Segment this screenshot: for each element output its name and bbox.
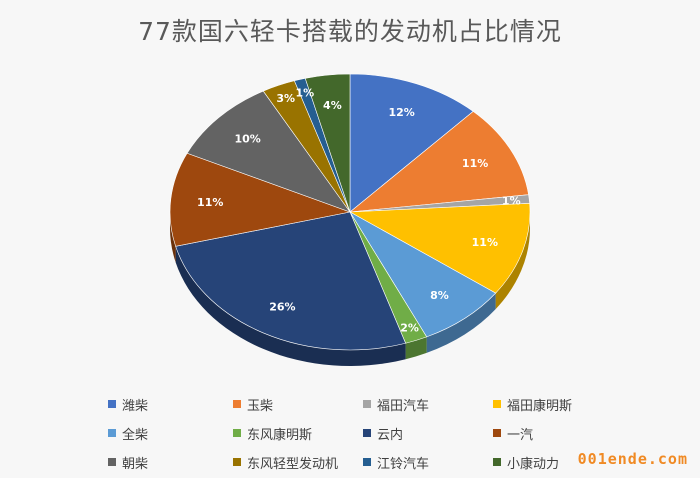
legend-swatch-8 xyxy=(108,458,116,466)
legend-item-7: 一汽 xyxy=(493,424,623,443)
legend-label-8: 朝柴 xyxy=(122,456,149,472)
legend-label-11: 小康动力 xyxy=(507,456,560,472)
legend-item-3: 福田康明斯 xyxy=(493,395,623,414)
legend-swatch-7 xyxy=(493,429,501,437)
legend-label-9: 东风轻型发动机 xyxy=(247,456,339,472)
pie-slice-7 xyxy=(169,152,352,247)
legend-label-7: 一汽 xyxy=(507,427,534,443)
slice-label-8: 10% xyxy=(234,132,260,145)
legend-label-2: 福田汽车 xyxy=(377,398,430,414)
pie-slice-1 xyxy=(349,111,529,213)
pie-slice-11 xyxy=(304,73,351,213)
legend-item-6: 云内 xyxy=(363,424,493,443)
chart-title: 77款国六轻卡搭载的发动机占比情况 xyxy=(138,17,562,46)
pie-side-3 xyxy=(495,212,530,310)
slice-label-7: 11% xyxy=(197,196,223,209)
legend-label-4: 全柴 xyxy=(122,427,149,443)
legend-swatch-5 xyxy=(233,429,241,437)
legend-item-10: 江铃汽车 xyxy=(363,453,493,472)
slice-label-6: 26% xyxy=(269,300,295,313)
legend-swatch-2 xyxy=(363,400,371,408)
pie-slice-0 xyxy=(349,73,474,213)
legend-label-10: 江铃汽车 xyxy=(377,456,430,472)
slice-label-0: 12% xyxy=(389,106,415,119)
legend-swatch-11 xyxy=(493,458,501,466)
legend: 潍柴 玉柴 福田汽车 福田康明斯全柴 东风康明斯 云内 一汽朝柴 东风轻型发动机 江铃汽车 小康动… xyxy=(108,395,693,472)
slice-label-1: 11% xyxy=(462,157,488,170)
legend-swatch-6 xyxy=(363,429,371,437)
legend-label-6: 云内 xyxy=(377,427,404,443)
legend-swatch-9 xyxy=(233,458,241,466)
slice-label-4: 8% xyxy=(430,289,449,302)
slice-label-9: 3% xyxy=(276,92,295,105)
legend-swatch-3 xyxy=(493,400,501,408)
slice-label-11: 4% xyxy=(323,99,342,112)
legend-swatch-10 xyxy=(363,458,371,466)
slice-label-5: 2% xyxy=(400,321,419,334)
pie-side-6 xyxy=(175,246,406,366)
legend-item-1: 玉柴 xyxy=(233,395,363,414)
pie-side-5 xyxy=(405,336,427,360)
slice-label-10: 1% xyxy=(295,87,314,100)
legend-item-8: 朝柴 xyxy=(108,453,233,472)
pie-slice-8 xyxy=(186,90,351,213)
legend-swatch-1 xyxy=(233,400,241,408)
slice-label-3: 11% xyxy=(472,236,498,249)
pie-slice-3 xyxy=(348,203,531,294)
legend-swatch-4 xyxy=(108,429,116,437)
legend-item-5: 东风康明斯 xyxy=(233,424,363,443)
legend-item-2: 福田汽车 xyxy=(363,395,493,414)
legend-item-11: 小康动力 xyxy=(493,453,623,472)
pie-side-4 xyxy=(426,293,496,353)
pie-slice-6 xyxy=(175,211,407,351)
legend-item-0: 潍柴 xyxy=(108,395,233,414)
slice-label-2: 1% xyxy=(502,194,521,207)
legend-item-4: 全柴 xyxy=(108,424,233,443)
pie-slice-4 xyxy=(349,211,497,338)
legend-label-1: 玉柴 xyxy=(247,398,274,414)
legend-label-3: 福田康明斯 xyxy=(507,398,573,414)
legend-item-9: 东风轻型发动机 xyxy=(233,453,363,472)
legend-label-5: 东风康明斯 xyxy=(247,427,313,443)
legend-swatch-0 xyxy=(108,400,116,408)
watermark: 001ende.com xyxy=(577,450,688,468)
legend-label-0: 潍柴 xyxy=(122,398,149,414)
